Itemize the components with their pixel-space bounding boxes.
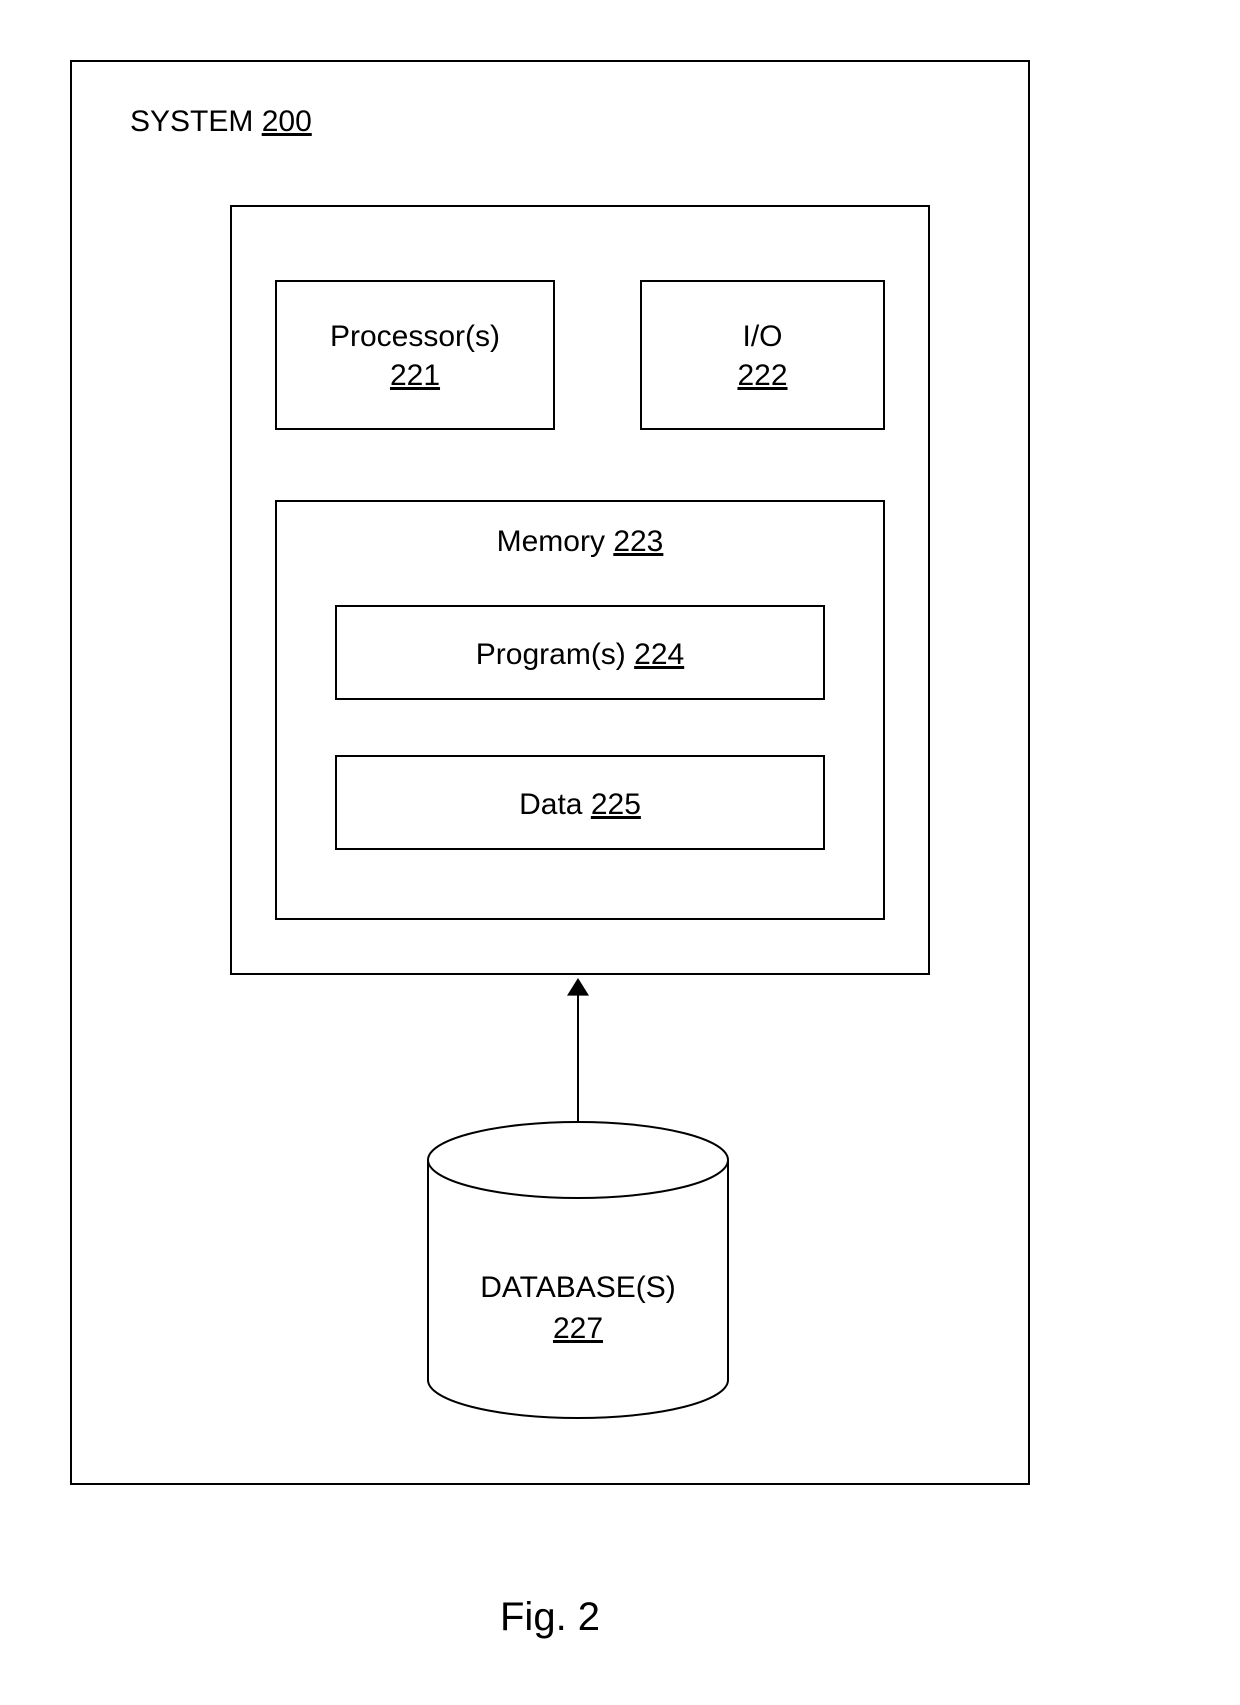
figure-caption: Fig. 2 <box>500 1595 600 1640</box>
database-label: DATABASE(S) 227 <box>428 1268 728 1349</box>
database-label-text: DATABASE(S) <box>428 1268 728 1309</box>
diagram-canvas: SYSTEM 200 Processor(s) 221 I/O 222 Memo… <box>0 0 1240 1705</box>
diagram-svg <box>0 0 1240 1705</box>
figure-caption-text: Fig. 2 <box>500 1595 600 1639</box>
database-label-ref: 227 <box>428 1309 728 1350</box>
